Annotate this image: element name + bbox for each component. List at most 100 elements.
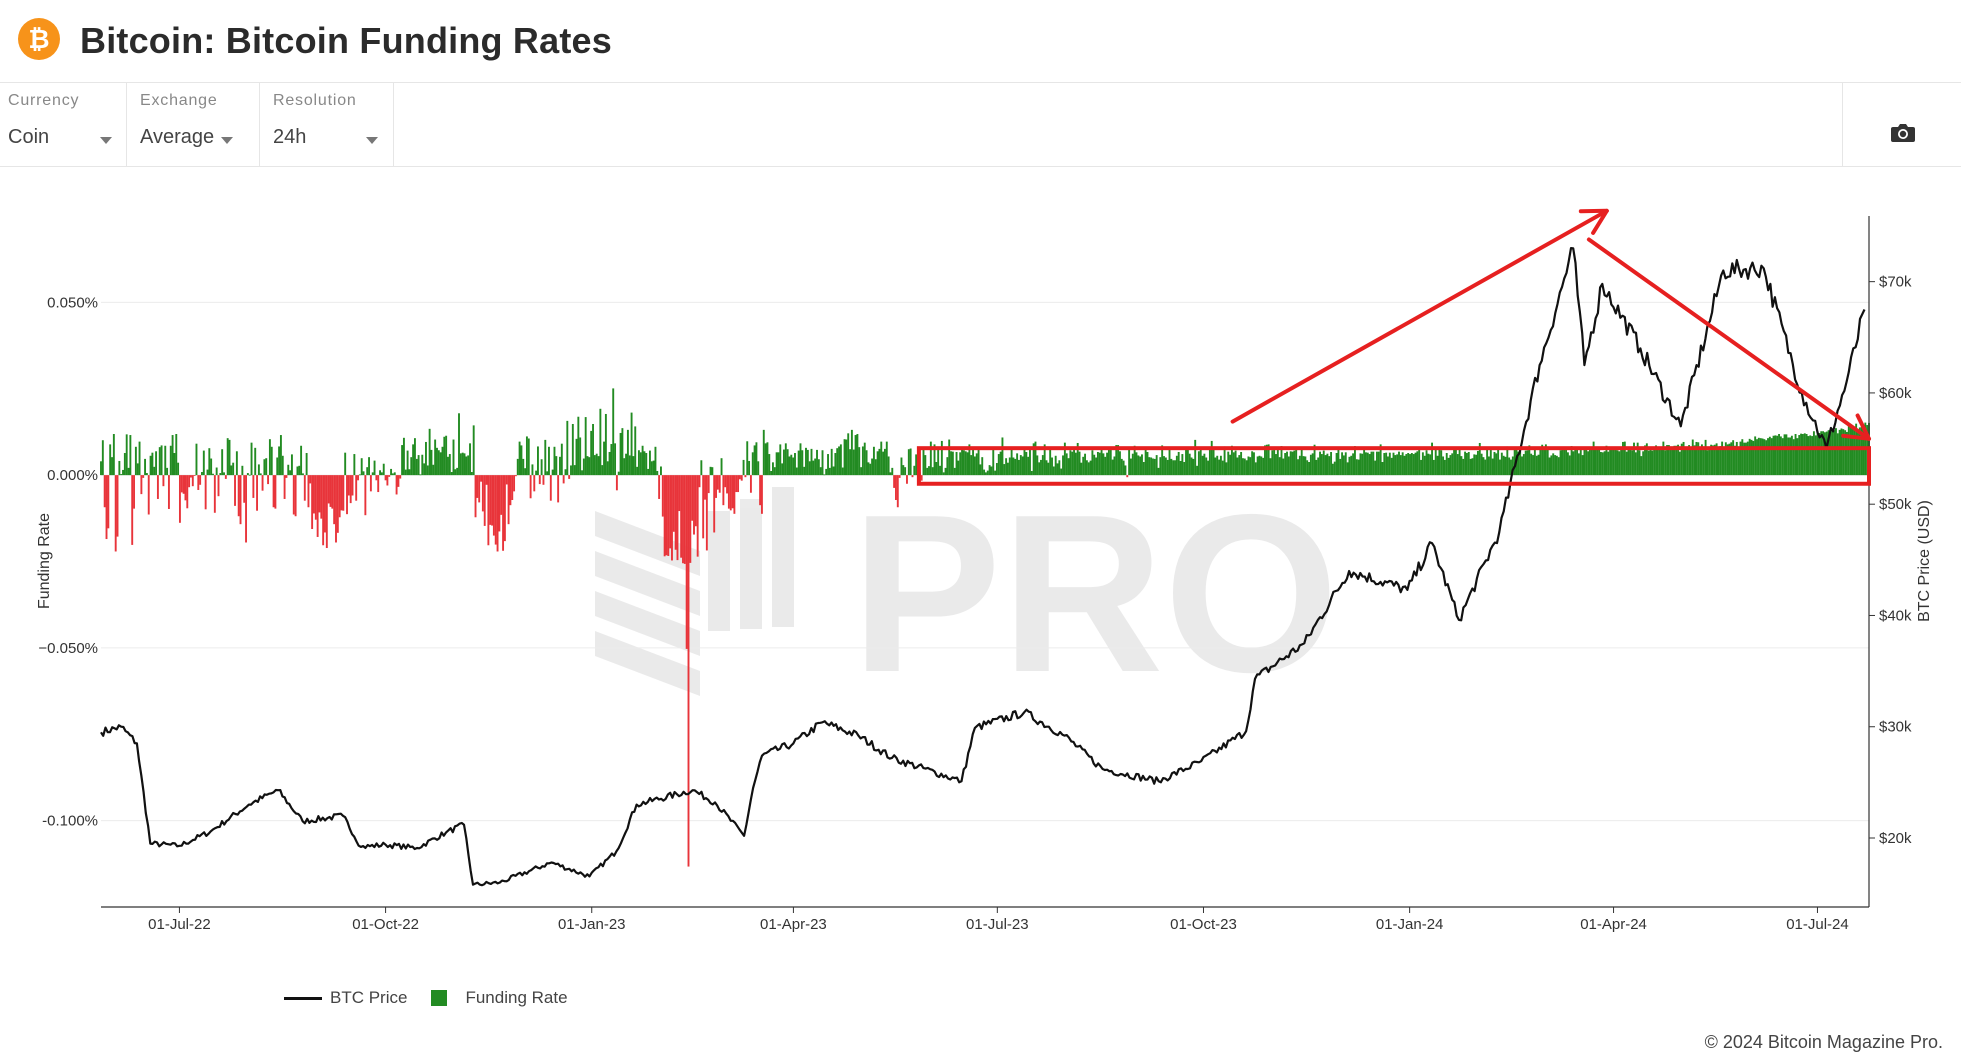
funding-bar-positive	[472, 425, 475, 476]
funding-bar-positive	[1451, 453, 1454, 476]
funding-bar-negative	[274, 475, 277, 509]
chart-controls: Currency Coin Exchange Average Resolutio…	[0, 82, 1961, 167]
funding-bar-positive	[1260, 456, 1263, 476]
funding-bar-positive	[1796, 438, 1799, 476]
funding-bar-positive	[586, 456, 589, 476]
funding-bar-positive	[1295, 447, 1298, 476]
funding-bar-positive	[1240, 451, 1243, 476]
funding-bar-positive	[1467, 451, 1470, 476]
funding-bar-negative	[920, 475, 923, 481]
funding-bar-positive	[1203, 453, 1206, 476]
currency-dropdown[interactable]: Currency Coin	[0, 82, 127, 166]
funding-bar-positive	[817, 459, 820, 476]
funding-bar-positive	[1812, 431, 1815, 476]
funding-bar-positive	[145, 473, 148, 476]
watermark-stripe	[595, 631, 700, 696]
funding-bar-positive	[1442, 456, 1445, 476]
funding-bar-positive	[1757, 437, 1760, 476]
funding-bar-positive	[112, 434, 115, 476]
funding-bar-positive	[1330, 451, 1333, 476]
funding-bar-positive	[1675, 445, 1678, 476]
funding-bar-positive	[1256, 456, 1259, 476]
funding-bar-positive	[847, 433, 850, 476]
funding-bar-positive	[1016, 453, 1019, 476]
funding-bar-positive	[551, 469, 554, 476]
funding-bar-positive	[1120, 458, 1123, 476]
funding-bar-positive	[1085, 460, 1088, 476]
funding-bar-positive	[1475, 454, 1478, 476]
funding-bar-negative	[105, 475, 108, 540]
funding-bar-positive	[999, 451, 1002, 476]
funding-bar-negative	[898, 475, 901, 478]
funding-bar-positive	[962, 450, 965, 476]
right-y-tick-label: $50k	[1879, 496, 1912, 513]
funding-bar-positive	[766, 442, 769, 476]
funding-bar-positive	[1352, 453, 1355, 476]
funding-bar-positive	[772, 462, 774, 476]
funding-bar-positive	[232, 462, 235, 476]
funding-bar-positive	[437, 450, 440, 476]
funding-bar-positive	[865, 450, 868, 476]
funding-bar-positive	[1754, 436, 1757, 476]
funding-bar-negative	[107, 475, 110, 529]
funding-bar-negative	[292, 475, 295, 515]
funding-bar-positive	[1750, 439, 1753, 476]
funding-bar-positive	[935, 462, 938, 476]
funding-bar-positive	[1361, 453, 1364, 476]
funding-bar-negative	[663, 475, 666, 557]
funding-bar-negative	[147, 475, 150, 515]
funding-bar-positive	[856, 434, 859, 476]
funding-bar-positive	[1783, 434, 1786, 476]
funding-bar-positive	[1280, 446, 1283, 476]
funding-bar-positive	[153, 466, 156, 476]
funding-bar-positive	[120, 474, 123, 476]
funding-bar-positive	[1541, 444, 1544, 476]
funding-rate-legend-label[interactable]: Funding Rate	[465, 988, 568, 1007]
funding-bar-positive	[1003, 464, 1006, 476]
funding-bar-negative	[687, 475, 690, 867]
funding-bar-positive	[830, 448, 833, 476]
btc-price-legend-label[interactable]: BTC Price	[330, 988, 408, 1007]
funding-bar-positive	[1761, 438, 1764, 476]
funding-bar-positive	[544, 439, 547, 476]
funding-bar-positive	[612, 388, 615, 476]
resolution-dropdown[interactable]: Resolution 24h	[259, 82, 394, 166]
funding-bar-positive	[522, 458, 525, 476]
funding-bar-positive	[1306, 460, 1309, 476]
funding-bar-positive	[101, 440, 104, 476]
funding-bar-positive	[1346, 462, 1349, 476]
funding-bar-negative	[691, 475, 694, 521]
funding-bar-positive	[1245, 460, 1248, 476]
funding-bar-positive	[786, 449, 789, 476]
funding-bar-positive	[1185, 449, 1187, 476]
funding-bar-positive	[874, 459, 877, 476]
funding-bar-positive	[1590, 449, 1593, 476]
funding-bar-negative	[538, 475, 541, 485]
funding-bar-positive	[448, 454, 451, 476]
funding-bar-positive	[845, 439, 848, 476]
funding-bar-positive	[1030, 470, 1033, 476]
funding-bar-negative	[395, 475, 398, 495]
funding-bar-positive	[210, 458, 213, 476]
funding-bar-negative	[234, 475, 236, 506]
funding-bar-positive	[421, 454, 424, 476]
funding-bar-positive	[1726, 444, 1729, 476]
funding-bar-negative	[193, 475, 196, 476]
exchange-dropdown[interactable]: Exchange Average	[126, 82, 260, 166]
screenshot-button[interactable]	[1842, 82, 1961, 166]
resolution-label: Resolution	[273, 92, 357, 109]
funding-bar-positive	[1421, 452, 1424, 476]
funding-bar-positive	[913, 465, 916, 476]
funding-bar-negative	[507, 475, 510, 525]
funding-bar-positive	[171, 435, 174, 476]
chart-legend[interactable]: BTC Price Funding Rate	[284, 986, 568, 1010]
camera-icon	[1891, 124, 1915, 142]
funding-bar-positive	[647, 468, 650, 476]
funding-bar-positive	[1399, 455, 1402, 476]
funding-bar-positive	[1510, 459, 1512, 476]
funding-bar-positive	[1344, 452, 1347, 476]
funding-bar-positive	[1686, 447, 1689, 476]
funding-bar-positive	[1711, 445, 1714, 476]
funding-bar-positive	[1552, 453, 1555, 476]
funding-bar-positive	[393, 472, 396, 476]
